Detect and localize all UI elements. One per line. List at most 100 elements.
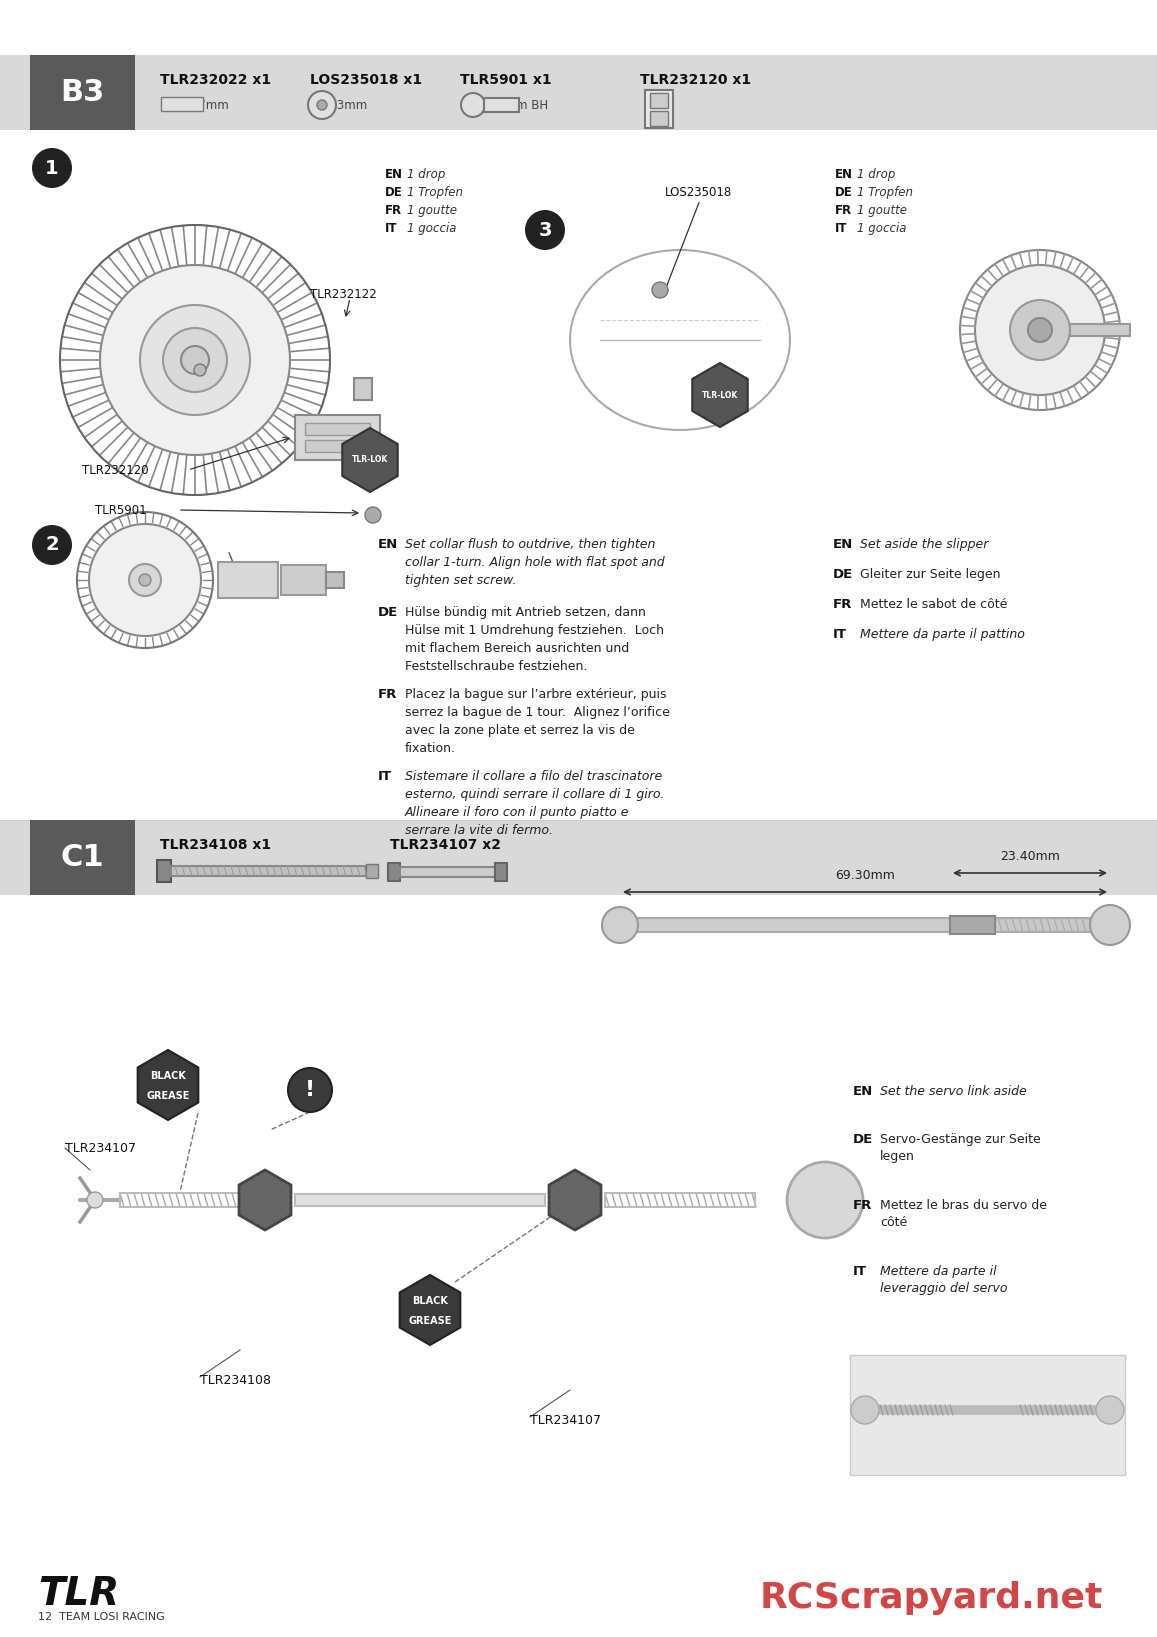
Circle shape xyxy=(852,1396,879,1424)
Bar xyxy=(295,416,379,460)
Text: RCScrapyard.net: RCScrapyard.net xyxy=(760,1581,1104,1616)
Bar xyxy=(650,93,668,108)
Circle shape xyxy=(194,363,206,377)
Bar xyxy=(644,90,673,128)
Bar xyxy=(1070,324,1130,336)
Circle shape xyxy=(1090,905,1130,945)
Bar xyxy=(30,56,135,129)
Bar xyxy=(305,422,370,435)
Circle shape xyxy=(288,1067,332,1112)
Text: Set collar flush to outdrive, then tighten
collar 1-turn. Align hole with flat s: Set collar flush to outdrive, then tight… xyxy=(405,539,664,588)
Text: EN: EN xyxy=(835,169,853,182)
Circle shape xyxy=(128,565,161,596)
Bar xyxy=(161,97,202,111)
Text: DE: DE xyxy=(853,1133,874,1146)
Text: DE: DE xyxy=(378,606,398,619)
Circle shape xyxy=(163,327,227,391)
Polygon shape xyxy=(138,1049,198,1120)
Text: FR: FR xyxy=(853,1198,872,1211)
Text: EN: EN xyxy=(385,169,403,182)
Polygon shape xyxy=(342,427,398,493)
Bar xyxy=(171,866,366,876)
Text: Gleiter zur Seite legen: Gleiter zur Seite legen xyxy=(860,568,1001,581)
Text: 69.30mm: 69.30mm xyxy=(835,869,894,882)
Bar xyxy=(388,863,400,881)
Text: Servo-Gestänge zur Seite
legen: Servo-Gestänge zur Seite legen xyxy=(880,1133,1041,1162)
Circle shape xyxy=(317,100,327,110)
Text: IT: IT xyxy=(835,223,847,236)
Bar xyxy=(120,1193,260,1206)
Text: TLR232120 x1: TLR232120 x1 xyxy=(640,74,751,87)
Text: TLR232122: TLR232122 xyxy=(310,288,377,301)
Circle shape xyxy=(1029,318,1052,342)
Text: TLR232120: TLR232120 xyxy=(82,463,148,476)
Text: TLR232022 x1: TLR232022 x1 xyxy=(160,74,271,87)
Text: TLR234107: TLR234107 xyxy=(530,1413,600,1426)
Text: TLR5901: TLR5901 xyxy=(95,504,147,517)
Text: 1 Tropfen: 1 Tropfen xyxy=(407,187,463,200)
Text: 1 Tropfen: 1 Tropfen xyxy=(857,187,913,200)
Circle shape xyxy=(525,210,565,250)
Text: LOS235018 x1: LOS235018 x1 xyxy=(310,74,422,87)
Text: 1: 1 xyxy=(45,159,59,177)
Text: DE: DE xyxy=(833,568,853,581)
Circle shape xyxy=(653,282,668,298)
Text: Placez la bague sur l’arbre extérieur, puis
serrez la bague de 1 tour.  Alignez : Placez la bague sur l’arbre extérieur, p… xyxy=(405,688,670,755)
Polygon shape xyxy=(692,363,747,427)
Bar xyxy=(30,820,135,895)
Text: LOS235018: LOS235018 xyxy=(665,185,732,198)
Bar xyxy=(366,864,378,877)
Polygon shape xyxy=(239,1170,290,1229)
Text: 23.40mm: 23.40mm xyxy=(1000,850,1060,863)
Circle shape xyxy=(32,147,72,188)
Text: Set the servo link aside: Set the servo link aside xyxy=(880,1085,1026,1098)
Text: M3.5 x 45mm: M3.5 x 45mm xyxy=(165,864,246,877)
Text: 1 goccia: 1 goccia xyxy=(857,223,906,236)
Text: GREASE: GREASE xyxy=(408,1316,451,1326)
Text: TLR234107 x2: TLR234107 x2 xyxy=(390,838,501,851)
Bar xyxy=(495,863,507,881)
Circle shape xyxy=(1010,300,1070,360)
Text: 3 x 3mm: 3 x 3mm xyxy=(315,98,367,111)
Text: IT: IT xyxy=(853,1265,867,1278)
Text: !: ! xyxy=(305,1080,315,1100)
Circle shape xyxy=(364,507,381,522)
Text: 1 drop: 1 drop xyxy=(857,169,896,182)
Bar xyxy=(650,111,668,126)
Circle shape xyxy=(87,1192,103,1208)
Text: FR: FR xyxy=(378,688,397,701)
Text: TLR5901 x1: TLR5901 x1 xyxy=(460,74,552,87)
Text: 3: 3 xyxy=(538,221,552,239)
Text: Mettere da parte il pattino: Mettere da parte il pattino xyxy=(860,629,1025,642)
Circle shape xyxy=(1096,1396,1123,1424)
Bar xyxy=(281,565,326,594)
Text: 1 drop: 1 drop xyxy=(407,169,445,182)
Text: M3 x 6mm BH: M3 x 6mm BH xyxy=(465,98,548,111)
Text: FR: FR xyxy=(385,205,403,218)
Text: IT: IT xyxy=(833,629,847,642)
Bar xyxy=(950,917,995,935)
Bar xyxy=(326,571,344,588)
Text: 2: 2 xyxy=(45,535,59,555)
Circle shape xyxy=(460,93,485,116)
Text: Hülse bündig mit Antrieb setzen, dann
Hülse mit 1 Umdrehung festziehen.  Loch
mi: Hülse bündig mit Antrieb setzen, dann Hü… xyxy=(405,606,664,673)
Text: Mettez le sabot de côté: Mettez le sabot de côté xyxy=(860,598,1008,611)
Text: 1 goutte: 1 goutte xyxy=(857,205,907,218)
Text: EN: EN xyxy=(833,539,853,552)
Text: 1 goutte: 1 goutte xyxy=(407,205,457,218)
Text: Sistemare il collare a filo del trascinatore
esterno, quindi serrare il collare : Sistemare il collare a filo del trascina… xyxy=(405,769,664,837)
Text: IT: IT xyxy=(378,769,392,782)
Text: BLACK: BLACK xyxy=(150,1071,186,1080)
Text: TLR234108: TLR234108 xyxy=(200,1373,271,1387)
Text: TLR: TLR xyxy=(38,1575,119,1612)
Polygon shape xyxy=(550,1170,600,1229)
Bar xyxy=(484,98,519,111)
Circle shape xyxy=(180,345,209,373)
Bar xyxy=(354,378,373,399)
Circle shape xyxy=(602,907,638,943)
Text: TLR234107: TLR234107 xyxy=(65,1141,137,1154)
Polygon shape xyxy=(399,1275,460,1346)
Text: 12  TEAM LOSI RACING: 12 TEAM LOSI RACING xyxy=(38,1612,164,1622)
Bar xyxy=(157,859,171,882)
Text: Mettere da parte il
leveraggio del servo: Mettere da parte il leveraggio del servo xyxy=(880,1265,1008,1295)
